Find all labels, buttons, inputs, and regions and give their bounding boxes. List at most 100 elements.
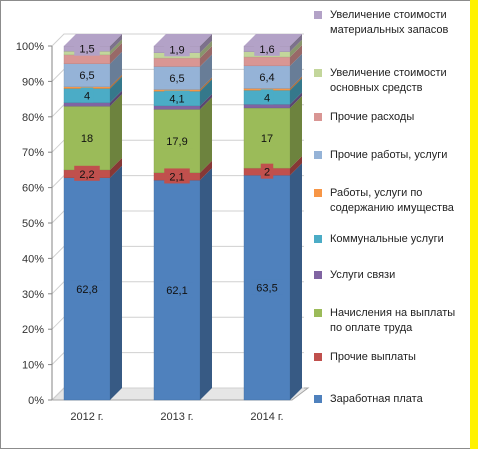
x-tick-label: 2012 г. bbox=[70, 411, 103, 423]
data-label-bg bbox=[71, 280, 103, 296]
bar-segment-side bbox=[200, 79, 212, 106]
bar-segment-side bbox=[290, 78, 302, 105]
y-tick-label: 10% bbox=[22, 360, 44, 372]
bar-segment-side bbox=[290, 95, 302, 169]
data-label: 4,1 bbox=[169, 94, 184, 106]
legend-label: по оплате труда bbox=[330, 322, 413, 334]
legend-label: Услуги связи bbox=[330, 269, 395, 281]
bar-segment-side bbox=[290, 163, 302, 400]
bar-segment-side bbox=[110, 39, 122, 55]
data-label-bg bbox=[260, 89, 274, 105]
bar-segment-side bbox=[110, 51, 122, 87]
legend-marker bbox=[314, 395, 322, 403]
data-label-bg bbox=[80, 87, 94, 103]
legend-marker bbox=[314, 235, 322, 243]
bar-segment bbox=[243, 104, 291, 109]
data-label-bg bbox=[164, 41, 190, 57]
bar-segment-side bbox=[290, 92, 302, 108]
x-tick-label: 2013 г. bbox=[160, 411, 193, 423]
bar-segment-side bbox=[200, 46, 212, 67]
data-label: 6,5 bbox=[169, 73, 184, 85]
legend-marker bbox=[314, 69, 322, 77]
legend-marker bbox=[314, 353, 322, 361]
bar-segment bbox=[243, 56, 291, 67]
data-label: 1,6 bbox=[259, 44, 274, 56]
data-label: 1,5 bbox=[79, 44, 94, 56]
bar-segment-side bbox=[110, 90, 122, 107]
legend-marker bbox=[314, 189, 322, 197]
data-label-bg bbox=[164, 70, 190, 86]
legend: Увеличение стоимости материальных запасов… bbox=[314, 9, 455, 405]
data-label: 2,2 bbox=[79, 169, 94, 181]
legend-marker bbox=[314, 151, 322, 159]
data-label: 17,9 bbox=[166, 136, 187, 148]
bar-segment bbox=[63, 54, 111, 64]
bar-segment-side bbox=[110, 76, 122, 103]
bar-segment-side bbox=[200, 40, 212, 59]
bar-segment-side bbox=[200, 54, 212, 90]
y-tick-label: 60% bbox=[22, 183, 44, 195]
data-label: 4 bbox=[84, 91, 90, 103]
legend-label: материальных запасов bbox=[330, 24, 449, 36]
bar-segment bbox=[63, 102, 111, 107]
data-label: 4 bbox=[264, 92, 270, 104]
bar-segment-side bbox=[290, 44, 302, 66]
data-label-bg bbox=[77, 130, 97, 146]
data-label-bg bbox=[74, 67, 100, 83]
bar-segment-side bbox=[290, 156, 302, 176]
legend-label: Заработная плата bbox=[330, 393, 424, 405]
data-label-bg bbox=[161, 133, 193, 149]
data-label-bg bbox=[164, 168, 190, 184]
bar-segment-side bbox=[200, 168, 212, 400]
data-label: 1,9 bbox=[169, 44, 184, 56]
bar-segment-side bbox=[110, 42, 122, 64]
legend-marker bbox=[314, 11, 322, 19]
legend-label: основных средств bbox=[330, 82, 423, 94]
y-tick-label: 70% bbox=[22, 147, 44, 159]
legend-label: Коммунальные услуги bbox=[330, 233, 444, 245]
y-tick-label: 20% bbox=[22, 324, 44, 336]
y-tick-label: 90% bbox=[22, 76, 44, 88]
bar-segment-side bbox=[110, 94, 122, 170]
bar-segment-side bbox=[200, 97, 212, 173]
data-label: 62,1 bbox=[166, 285, 187, 297]
bar-segment-side bbox=[200, 34, 212, 53]
data-label: 18 bbox=[81, 133, 93, 145]
data-label-bg bbox=[74, 40, 100, 56]
data-label: 2,1 bbox=[169, 171, 184, 183]
y-axis: 0% 10% 20% 30% 40% 50% 60% 70% 80% 90% 100% bbox=[16, 41, 53, 407]
data-label-bg bbox=[74, 165, 100, 181]
data-label: 62,8 bbox=[76, 284, 97, 296]
legend-label: Работы, услуги по bbox=[330, 187, 422, 199]
bar-segment-side bbox=[110, 74, 122, 89]
legend-label: Прочие работы, услуги bbox=[330, 149, 447, 161]
data-label-bg bbox=[260, 163, 274, 179]
bar-segment-side bbox=[200, 93, 212, 110]
bar-segment-side bbox=[200, 160, 212, 181]
highlight-band bbox=[470, 0, 478, 449]
data-label: 63,5 bbox=[256, 283, 277, 295]
bar-segment-side bbox=[200, 77, 212, 92]
x-tick-label: 2014 г. bbox=[250, 411, 283, 423]
data-label: 17 bbox=[261, 133, 273, 145]
bar-segment-side bbox=[110, 157, 122, 178]
y-tick-label: 0% bbox=[28, 395, 44, 407]
y-tick-label: 50% bbox=[22, 218, 44, 230]
data-label-bg bbox=[161, 282, 193, 298]
legend-marker bbox=[314, 271, 322, 279]
y-tick-label: 80% bbox=[22, 112, 44, 124]
legend-label: Увеличение стоимости bbox=[330, 67, 447, 79]
bar-segment-side bbox=[290, 53, 302, 89]
legend-label: Начисления на выплаты bbox=[330, 307, 455, 319]
legend-label: Прочие расходы bbox=[330, 111, 414, 123]
data-label: 2 bbox=[264, 167, 270, 179]
bar-segment bbox=[153, 105, 201, 110]
data-label: 6,5 bbox=[79, 70, 94, 82]
y-tick-label: 40% bbox=[22, 253, 44, 265]
x-axis: 2012 г. 2013 г. 2014 г. bbox=[70, 411, 283, 423]
legend-label: содержанию имущества bbox=[330, 202, 455, 214]
data-label-bg bbox=[254, 40, 280, 56]
legend-label: Увеличение стоимости bbox=[330, 9, 447, 21]
data-label-bg bbox=[254, 69, 280, 85]
